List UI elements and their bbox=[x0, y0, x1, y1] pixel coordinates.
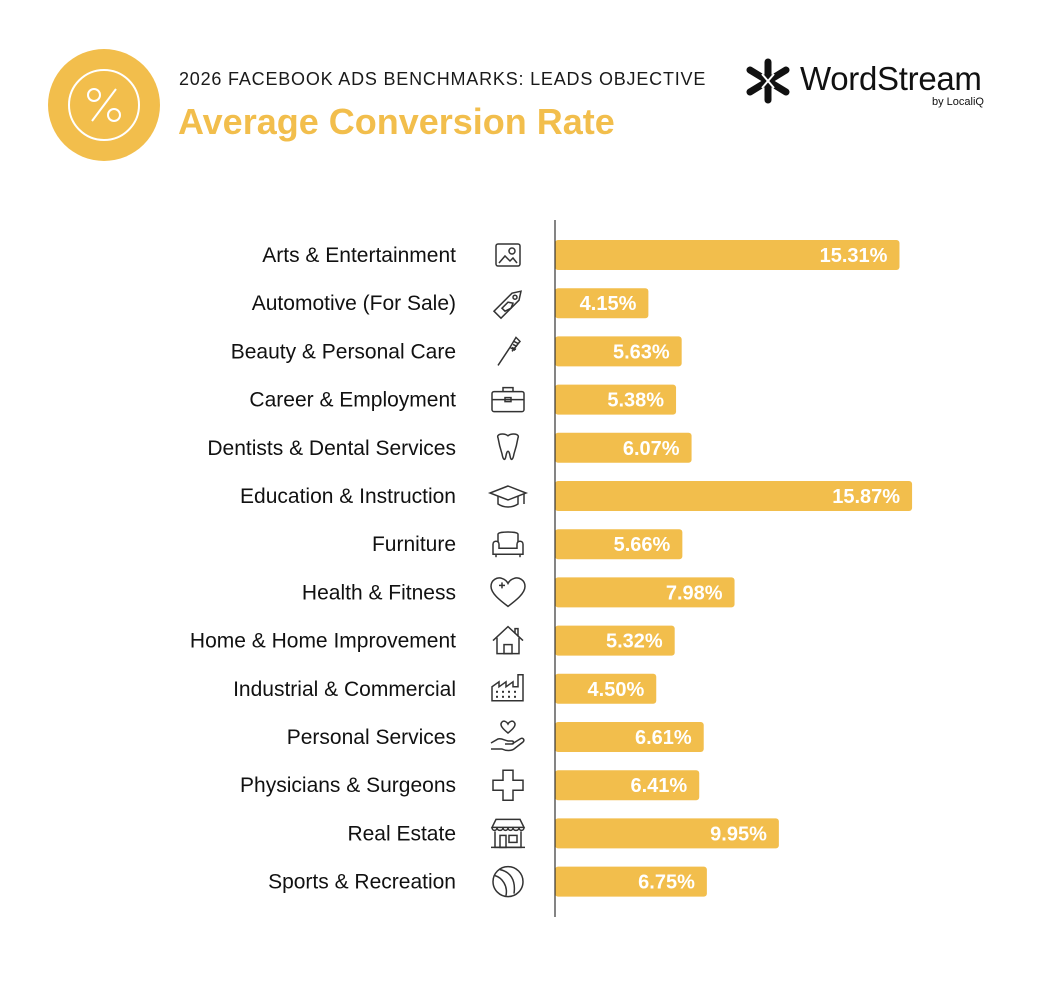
bar-value-label: 15.87% bbox=[832, 486, 900, 508]
bar-row: Physicians & Surgeons 6.41% bbox=[240, 769, 700, 801]
ball-icon bbox=[492, 865, 524, 898]
bar-row: Automotive (For Sale) 4.15% bbox=[252, 288, 649, 320]
bar-value-label: 4.50% bbox=[588, 679, 645, 701]
bar-value-label: 15.31% bbox=[820, 245, 888, 267]
category-label: Automotive (For Sale) bbox=[252, 292, 456, 315]
bar-row: Career & Employment 5.38% bbox=[249, 384, 677, 415]
chart-supertitle: 2026 FACEBOOK ADS BENCHMARKS: LEADS OBJE… bbox=[179, 69, 707, 89]
bar-value-label: 5.63% bbox=[613, 341, 670, 363]
bar bbox=[555, 240, 900, 270]
header-badge bbox=[48, 49, 160, 161]
wordstream-logo: WordStream by LocaliQ bbox=[742, 56, 1002, 112]
bar-row: Education & Instruction 15.87% bbox=[240, 481, 913, 511]
bar-value-label: 6.41% bbox=[631, 775, 688, 797]
chart-title: Average Conversion Rate bbox=[178, 101, 615, 142]
bar-value-label: 6.61% bbox=[635, 727, 692, 749]
graduation-cap-icon bbox=[487, 485, 529, 508]
medical-cross-icon bbox=[492, 769, 524, 801]
bar bbox=[555, 288, 649, 319]
category-label: Health & Fitness bbox=[302, 581, 456, 604]
wordstream-logo-icon bbox=[746, 58, 790, 104]
logo-wordmark: WordStream bbox=[800, 60, 982, 97]
bar-value-label: 6.07% bbox=[623, 438, 680, 460]
bar-row: Furniture 5.66% bbox=[372, 529, 683, 560]
heart-plus-icon bbox=[490, 577, 526, 608]
category-label: Beauty & Personal Care bbox=[231, 340, 456, 363]
bar bbox=[555, 481, 913, 511]
bar bbox=[555, 384, 677, 415]
bar bbox=[555, 770, 700, 801]
bar bbox=[555, 722, 704, 752]
bar bbox=[555, 866, 707, 897]
category-label: Personal Services bbox=[287, 726, 456, 749]
bar-chart: Arts & Entertainment 15.31% Automotive (F… bbox=[190, 220, 913, 917]
category-label: Real Estate bbox=[347, 822, 456, 845]
house-icon bbox=[492, 625, 524, 655]
bar bbox=[555, 577, 735, 608]
category-label: Home & Home Improvement bbox=[190, 630, 456, 653]
factory-icon bbox=[491, 674, 524, 702]
bar bbox=[555, 432, 692, 463]
category-label: Sports & Recreation bbox=[268, 871, 456, 894]
bar-row: Home & Home Improvement 5.32% bbox=[190, 625, 675, 656]
bar bbox=[555, 336, 682, 367]
bar bbox=[555, 625, 675, 656]
comb-icon bbox=[497, 336, 522, 366]
bar-row: Dentists & Dental Services 6.07% bbox=[207, 432, 692, 463]
tooth-icon bbox=[496, 433, 520, 461]
bar-value-label: 5.66% bbox=[614, 534, 671, 556]
bar bbox=[555, 529, 683, 560]
bar-row: Personal Services 6.61% bbox=[287, 720, 704, 752]
bar-value-label: 9.95% bbox=[710, 823, 767, 845]
bar-row: Real Estate 9.95% bbox=[347, 818, 779, 849]
bar bbox=[555, 673, 657, 704]
category-label: Education & Instruction bbox=[240, 485, 456, 508]
car-tag-icon bbox=[492, 290, 522, 320]
picture-icon bbox=[495, 243, 521, 267]
armchair-icon bbox=[492, 531, 524, 558]
briefcase-icon bbox=[491, 386, 525, 413]
percent-icon bbox=[68, 69, 140, 141]
bar bbox=[555, 818, 779, 849]
hand-heart-icon bbox=[490, 720, 525, 752]
bar-row: Sports & Recreation 6.75% bbox=[268, 865, 707, 898]
bar-value-label: 5.38% bbox=[607, 390, 664, 412]
logo-subtitle: by LocaliQ bbox=[932, 96, 984, 108]
category-label: Industrial & Commercial bbox=[233, 678, 456, 701]
category-label: Arts & Entertainment bbox=[262, 244, 456, 267]
bar-row: Arts & Entertainment 15.31% bbox=[262, 240, 900, 270]
bar-value-label: 6.75% bbox=[638, 872, 695, 894]
bar-row: Health & Fitness 7.98% bbox=[302, 577, 735, 608]
category-label: Physicians & Surgeons bbox=[240, 774, 456, 797]
storefront-icon bbox=[490, 818, 526, 849]
category-label: Furniture bbox=[372, 533, 456, 556]
bar-value-label: 5.32% bbox=[606, 631, 663, 653]
bar-value-label: 7.98% bbox=[666, 582, 723, 604]
category-label: Career & Employment bbox=[249, 389, 456, 412]
bar-row: Industrial & Commercial 4.50% bbox=[233, 673, 657, 704]
bar-value-label: 4.15% bbox=[580, 293, 637, 315]
category-label: Dentists & Dental Services bbox=[207, 437, 456, 460]
bar-row: Beauty & Personal Care 5.63% bbox=[231, 336, 682, 367]
